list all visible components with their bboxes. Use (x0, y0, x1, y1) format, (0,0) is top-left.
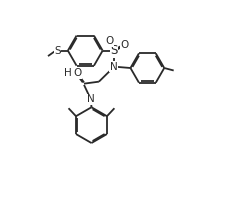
Text: N: N (110, 62, 118, 72)
Text: O: O (120, 40, 128, 50)
Text: H: H (64, 68, 72, 78)
Text: N: N (87, 94, 95, 104)
Text: S: S (110, 44, 118, 57)
Text: O: O (105, 36, 114, 46)
Text: S: S (54, 46, 61, 56)
Text: O: O (73, 68, 81, 78)
